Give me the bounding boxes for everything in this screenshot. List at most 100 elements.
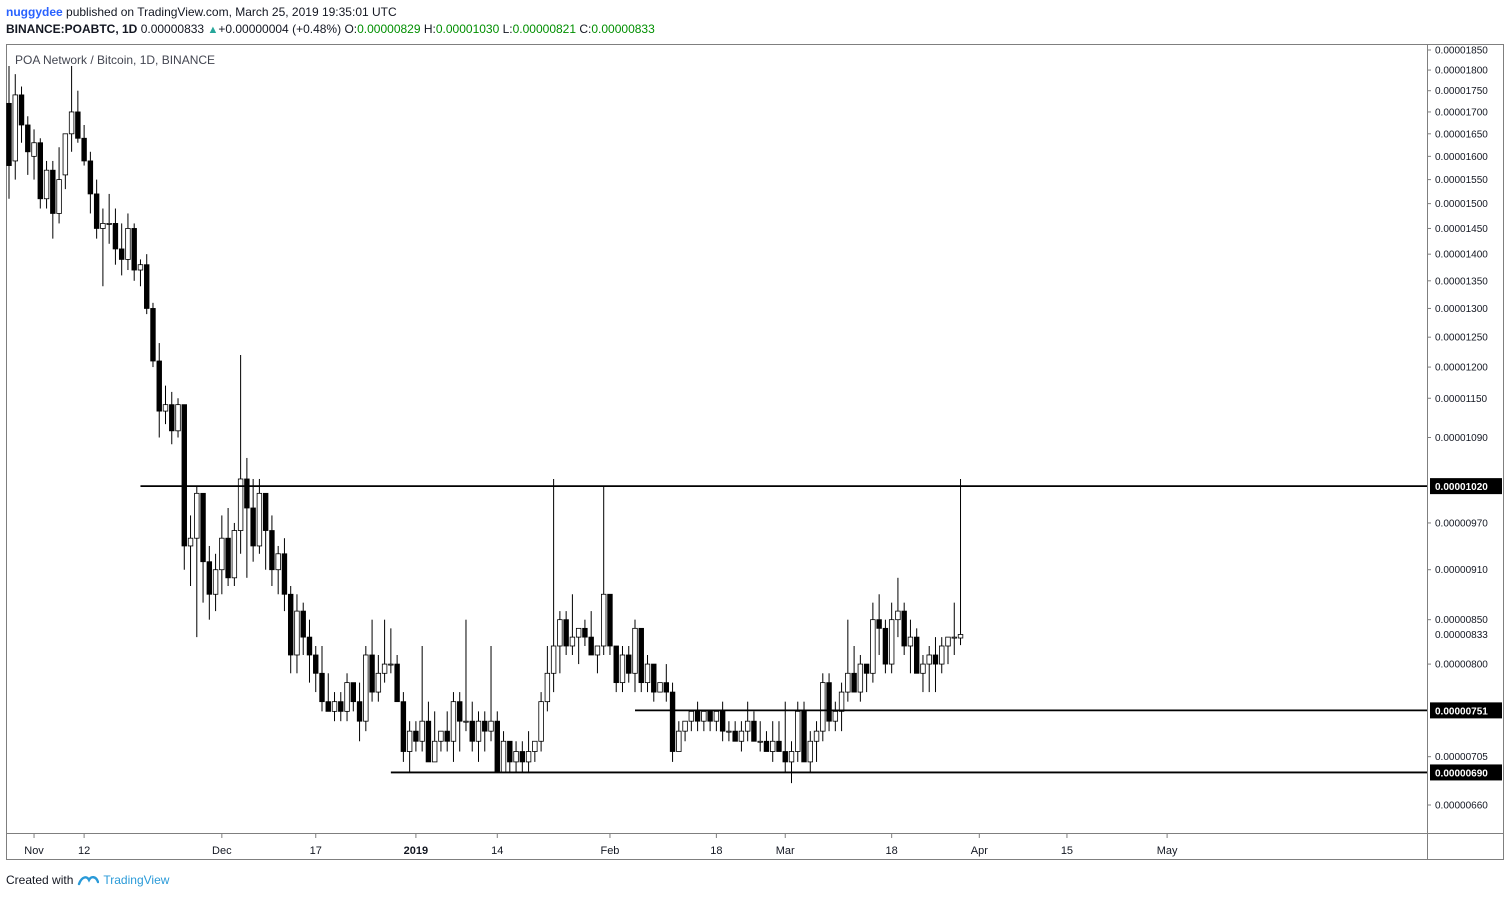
candle-body	[588, 636, 594, 656]
candle	[619, 645, 626, 693]
candle	[306, 619, 313, 683]
price-label-text: 0.00000751	[1435, 706, 1488, 717]
candle	[319, 645, 325, 712]
candle-body	[388, 663, 394, 666]
ohlc-low: L:0.00000821	[502, 22, 577, 36]
price-axis[interactable]: 0.00000660 0.00000705 0.00000800 0.00000850…	[1427, 46, 1488, 812]
candle-body	[719, 710, 726, 732]
candle-body	[820, 682, 826, 732]
candle	[770, 721, 776, 762]
candle	[275, 545, 281, 595]
candle-body	[475, 720, 482, 742]
candle	[832, 701, 839, 732]
candle	[713, 710, 720, 732]
candle	[125, 213, 131, 271]
candle-body	[682, 720, 688, 732]
candle-body	[826, 682, 832, 722]
price-tick-label: 0.00001600	[1435, 152, 1488, 163]
candle	[788, 741, 795, 784]
time-axis[interactable]: Nov 12 Dec 17 2019 14 Feb 18 Mar 18 Apr 15 May	[24, 834, 1178, 857]
candle-body	[413, 730, 419, 742]
candle-body	[945, 636, 951, 647]
tradingview-brand[interactable]: TradingView	[103, 873, 170, 887]
candle-body	[68, 111, 75, 135]
candle-body	[619, 654, 626, 684]
candle	[951, 602, 957, 655]
chart-area[interactable]: POA Network / Bitcoin, 1D, BINANCE 0.000…	[6, 44, 1504, 860]
candle-body	[457, 701, 463, 722]
candle	[419, 645, 425, 752]
candle-body	[707, 710, 713, 722]
price-label-box	[1430, 627, 1502, 642]
candle-body	[770, 740, 776, 752]
candle	[482, 711, 488, 752]
candle-body	[813, 730, 820, 742]
candle	[763, 731, 770, 752]
candle-body	[444, 730, 450, 742]
candle	[31, 129, 37, 180]
candle	[244, 457, 250, 578]
candle-body	[519, 751, 526, 763]
candle	[43, 160, 50, 209]
candle-body	[237, 478, 244, 531]
candle-body	[6, 102, 12, 166]
candle-body	[525, 751, 532, 763]
candle	[225, 507, 231, 586]
candle	[169, 391, 175, 445]
candle	[281, 538, 288, 612]
price-label-text: 0.00000833	[1435, 630, 1488, 641]
candle	[137, 259, 144, 287]
candle-body	[676, 730, 682, 752]
author-link[interactable]: nuggydee	[6, 5, 63, 19]
price-label-text: 0.00000690	[1435, 768, 1488, 779]
horizontal-lines[interactable]	[140, 485, 1427, 774]
candle	[131, 223, 137, 281]
time-tick-label: 14	[491, 845, 503, 857]
candle-body	[932, 654, 939, 665]
candle	[219, 515, 225, 595]
candle-body	[644, 663, 651, 684]
time-tick-label: Apr	[971, 845, 988, 857]
candle	[12, 74, 18, 180]
candle	[669, 682, 676, 762]
candle	[920, 654, 926, 693]
candle	[256, 478, 263, 554]
candle-body	[118, 248, 125, 260]
candle-body	[244, 478, 250, 509]
candle	[563, 611, 569, 655]
candle	[269, 515, 275, 586]
price-tick-label: 0.00000800	[1435, 660, 1488, 671]
price-tick-label: 0.00001700	[1435, 107, 1488, 118]
candle-body	[863, 663, 870, 674]
candle-body	[895, 610, 901, 621]
time-tick-label: Nov	[24, 845, 44, 857]
candle	[538, 692, 544, 752]
candle	[513, 741, 519, 773]
candle	[644, 654, 651, 693]
candlestick-chart[interactable]: POA Network / Bitcoin, 1D, BINANCE 0.000…	[6, 44, 1504, 860]
candle-body	[751, 720, 757, 742]
ohlc-high: H:0.00001030	[423, 22, 500, 36]
time-tick-label: Dec	[212, 845, 232, 857]
candle-body	[694, 710, 701, 722]
candle	[231, 522, 238, 586]
candle-body	[857, 663, 864, 693]
candle-body	[269, 530, 275, 571]
candle-body	[93, 193, 100, 229]
price-label-box	[1430, 478, 1502, 495]
symbol-label: BINANCE:POABTC, 1D	[6, 22, 138, 36]
candle	[112, 208, 119, 265]
price-labels: 0.00001020 0.00000833 0.00000751 0.00000690	[1430, 478, 1502, 781]
candle-body	[632, 627, 638, 674]
candle-body	[901, 610, 907, 647]
candle-body	[888, 619, 895, 665]
candle	[594, 645, 601, 674]
candle-body	[488, 720, 494, 732]
candle-body	[169, 404, 175, 432]
candle-body	[187, 537, 194, 547]
candle	[37, 138, 43, 209]
candle	[882, 619, 889, 674]
candle-body	[325, 701, 331, 712]
price-tick-label: 0.00001500	[1435, 199, 1488, 210]
candle	[181, 404, 187, 570]
